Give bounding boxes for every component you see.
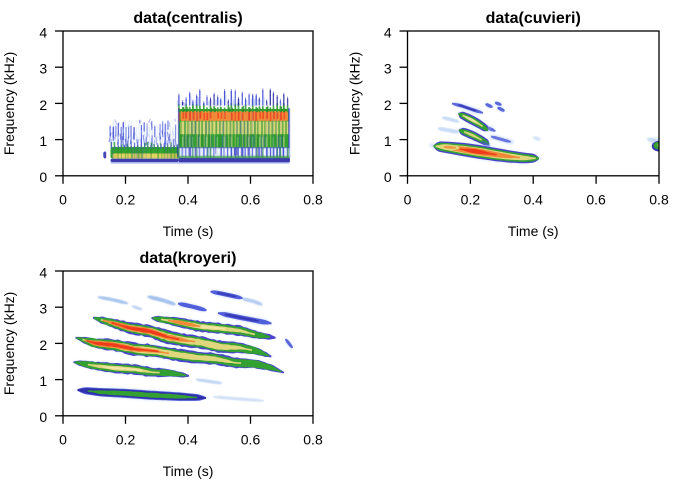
svg-text:Time (s): Time (s) [508, 223, 559, 239]
svg-text:0: 0 [39, 409, 47, 425]
svg-text:1: 1 [384, 133, 392, 149]
svg-text:0.6: 0.6 [586, 191, 606, 207]
svg-text:Frequency (kHz): Frequency (kHz) [1, 52, 17, 155]
svg-text:0.8: 0.8 [303, 431, 323, 447]
svg-text:0.6: 0.6 [241, 431, 261, 447]
svg-text:0: 0 [39, 169, 47, 185]
svg-text:0.2: 0.2 [116, 431, 136, 447]
svg-text:data(cuvieri): data(cuvieri) [486, 10, 581, 27]
svg-text:0.4: 0.4 [523, 191, 543, 207]
svg-text:0.8: 0.8 [649, 191, 669, 207]
svg-text:0.2: 0.2 [461, 191, 481, 207]
svg-text:0.4: 0.4 [178, 431, 198, 447]
svg-text:2: 2 [39, 97, 47, 113]
svg-text:Frequency (kHz): Frequency (kHz) [1, 292, 17, 395]
svg-text:4: 4 [39, 264, 47, 280]
svg-text:4: 4 [39, 24, 47, 40]
svg-text:Frequency (kHz): Frequency (kHz) [347, 52, 363, 155]
svg-text:0.2: 0.2 [116, 191, 136, 207]
svg-text:4: 4 [384, 24, 392, 40]
svg-text:data(centralis): data(centralis) [133, 10, 242, 27]
svg-text:3: 3 [39, 61, 47, 77]
svg-text:0: 0 [59, 191, 67, 207]
svg-text:2: 2 [39, 337, 47, 353]
svg-text:1: 1 [39, 133, 47, 149]
svg-text:0.8: 0.8 [303, 191, 323, 207]
svg-text:3: 3 [39, 301, 47, 317]
svg-text:1: 1 [39, 373, 47, 389]
svg-text:3: 3 [384, 61, 392, 77]
svg-text:2: 2 [384, 97, 392, 113]
svg-text:data(kroyeri): data(kroyeri) [140, 250, 237, 267]
svg-text:0.6: 0.6 [241, 191, 261, 207]
svg-text:0: 0 [404, 191, 412, 207]
svg-text:0.4: 0.4 [178, 191, 198, 207]
svg-text:0: 0 [384, 169, 392, 185]
svg-text:0: 0 [59, 431, 67, 447]
svg-text:Time (s): Time (s) [163, 223, 214, 239]
svg-text:Time (s): Time (s) [163, 463, 214, 479]
